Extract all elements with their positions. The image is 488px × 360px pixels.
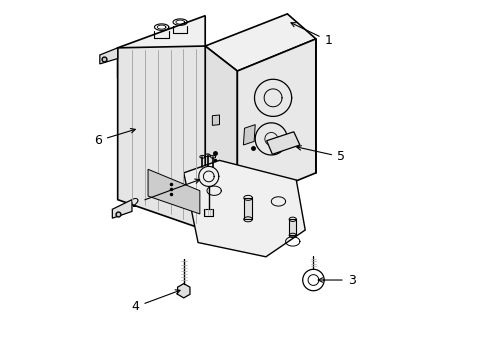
Polygon shape xyxy=(266,132,299,154)
Text: 2: 2 xyxy=(131,179,199,210)
Polygon shape xyxy=(148,169,200,214)
Polygon shape xyxy=(288,219,296,235)
Polygon shape xyxy=(177,284,189,298)
Polygon shape xyxy=(112,200,132,218)
Text: 6: 6 xyxy=(94,129,135,147)
Polygon shape xyxy=(237,39,315,205)
Polygon shape xyxy=(100,48,118,64)
Polygon shape xyxy=(205,46,237,205)
Text: 3: 3 xyxy=(318,274,355,287)
Text: 4: 4 xyxy=(131,290,180,313)
Text: 1: 1 xyxy=(290,23,332,47)
Polygon shape xyxy=(244,198,252,219)
Polygon shape xyxy=(183,160,305,257)
Polygon shape xyxy=(212,115,219,125)
Polygon shape xyxy=(205,14,315,71)
Polygon shape xyxy=(243,125,255,145)
Text: 5: 5 xyxy=(296,146,344,163)
Polygon shape xyxy=(118,16,205,78)
Polygon shape xyxy=(118,46,205,230)
